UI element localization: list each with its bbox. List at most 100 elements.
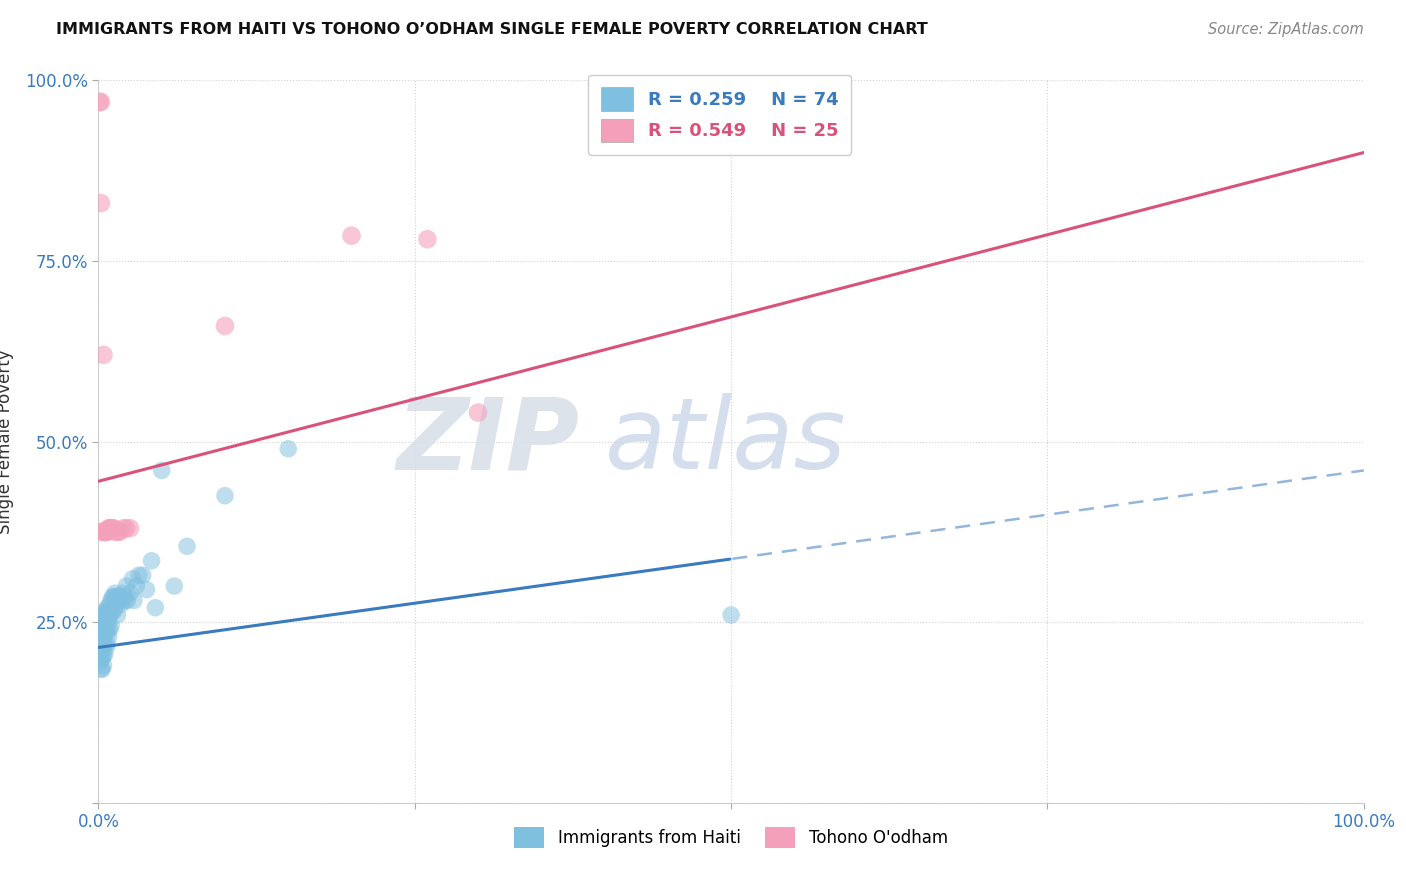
Point <box>94 626 117 640</box>
Point <box>93 626 117 640</box>
Point <box>101 604 124 618</box>
Point <box>93 607 115 622</box>
Point <box>89 95 111 109</box>
Point <box>277 442 299 456</box>
Point <box>100 521 122 535</box>
Point <box>97 604 120 618</box>
Point <box>100 604 122 618</box>
Point <box>120 586 141 600</box>
Point <box>91 611 114 625</box>
Point <box>90 95 112 109</box>
Point <box>97 615 120 630</box>
Point <box>90 640 112 655</box>
Point <box>93 619 115 633</box>
Point <box>141 554 163 568</box>
Text: IMMIGRANTS FROM HAITI VS TOHONO O’ODHAM SINGLE FEMALE POVERTY CORRELATION CHART: IMMIGRANTS FROM HAITI VS TOHONO O’ODHAM … <box>56 22 928 37</box>
Point <box>132 568 155 582</box>
Point <box>115 521 138 535</box>
Point <box>108 593 131 607</box>
Text: ZIP: ZIP <box>396 393 579 490</box>
Point <box>214 318 236 333</box>
Point <box>96 637 118 651</box>
Point <box>91 662 114 676</box>
Point <box>101 521 124 535</box>
Point <box>90 633 112 648</box>
Point <box>150 463 173 477</box>
Point <box>104 524 127 539</box>
Point <box>91 524 114 539</box>
Point <box>96 611 118 625</box>
Point <box>100 619 122 633</box>
Point <box>90 196 112 211</box>
Point <box>94 524 117 539</box>
Point <box>135 582 157 597</box>
Point <box>89 655 111 669</box>
Point <box>94 524 117 539</box>
Point <box>115 579 138 593</box>
Point <box>104 586 127 600</box>
Point <box>89 644 111 658</box>
Point <box>340 228 363 243</box>
Point <box>93 524 117 539</box>
Point <box>121 572 143 586</box>
Point <box>120 521 141 535</box>
Point <box>96 623 118 637</box>
Point <box>98 521 121 535</box>
Point <box>98 597 121 611</box>
Point <box>91 524 114 539</box>
Point <box>93 648 115 662</box>
Point <box>163 579 186 593</box>
Point <box>176 539 198 553</box>
Point <box>98 607 121 622</box>
Point <box>101 590 124 604</box>
Point <box>100 593 122 607</box>
Point <box>103 604 125 618</box>
Point <box>103 521 125 535</box>
Point <box>91 623 114 637</box>
Point <box>91 651 114 665</box>
Point <box>107 607 129 622</box>
Point <box>110 597 132 611</box>
Point <box>103 590 125 604</box>
Point <box>107 524 129 539</box>
Point <box>122 593 145 607</box>
Point <box>107 590 129 604</box>
Point <box>105 590 128 604</box>
Point <box>89 633 111 648</box>
Point <box>112 521 135 535</box>
Point <box>125 579 148 593</box>
Point <box>93 604 117 618</box>
Point <box>93 615 117 630</box>
Text: atlas: atlas <box>605 393 846 490</box>
Point <box>214 489 236 503</box>
Point <box>94 615 117 630</box>
Point <box>467 406 489 420</box>
Point <box>93 626 115 640</box>
Point <box>107 593 129 607</box>
Point <box>93 658 115 673</box>
Point <box>98 623 121 637</box>
Point <box>112 590 135 604</box>
Point <box>94 640 117 655</box>
Point <box>93 648 117 662</box>
Point <box>416 232 439 246</box>
Point <box>96 600 118 615</box>
Point <box>720 607 742 622</box>
Point <box>91 630 114 644</box>
Point <box>117 593 139 607</box>
Point <box>94 604 117 618</box>
Point <box>93 348 115 362</box>
Point <box>91 640 114 655</box>
Point <box>97 630 120 644</box>
Point <box>108 524 131 539</box>
Point <box>90 662 112 676</box>
Point <box>114 593 136 607</box>
Point <box>145 600 166 615</box>
Point <box>97 521 120 535</box>
Point <box>90 651 112 665</box>
Point <box>111 586 134 600</box>
Text: Source: ZipAtlas.com: Source: ZipAtlas.com <box>1208 22 1364 37</box>
Point <box>90 623 112 637</box>
Y-axis label: Single Female Poverty: Single Female Poverty <box>0 350 14 533</box>
Legend: Immigrants from Haiti, Tohono O'odham: Immigrants from Haiti, Tohono O'odham <box>506 819 956 856</box>
